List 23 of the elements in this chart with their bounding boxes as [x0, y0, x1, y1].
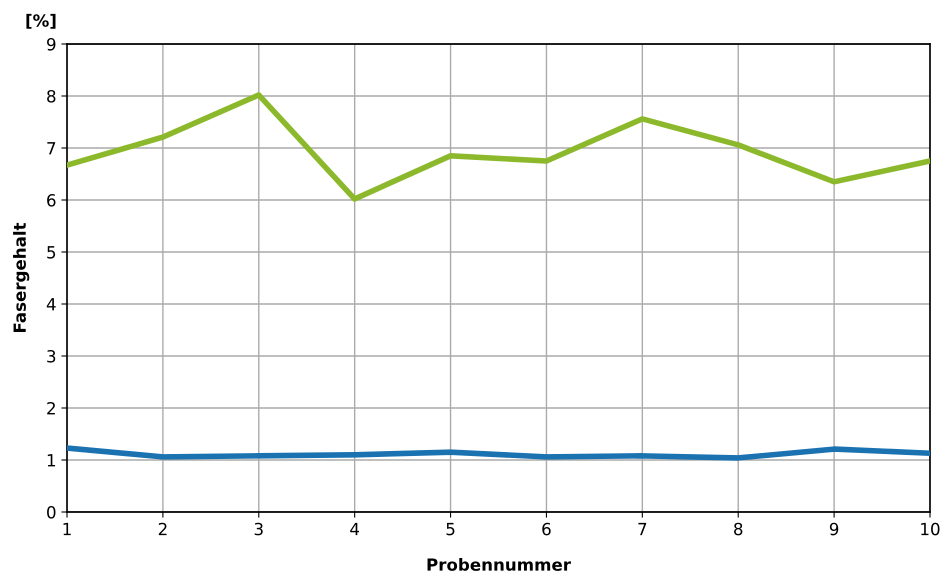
x-tick-label: 1: [64, 522, 71, 536]
x-tick-label: 3: [254, 522, 263, 536]
text: [%]: [26, 14, 56, 29]
y-tick-label: 0: [47, 506, 56, 519]
y-tick-label: 9: [47, 38, 56, 51]
y-tick-label: 4: [46, 298, 56, 310]
y-tick-label: 1: [48, 454, 56, 466]
x-tick-label: 9: [830, 522, 838, 536]
y-tick-label: 8: [47, 90, 56, 103]
x-axis-title: Probennummer: [428, 558, 571, 571]
x-tick-label: 7: [638, 522, 646, 536]
y-axis-title: Fasergehalt: [13, 222, 30, 332]
x-tick-label: 5: [446, 522, 454, 536]
y-tick-label: 7: [47, 142, 56, 154]
x-tick-label: 6: [542, 522, 551, 536]
x-tick-label: 2: [158, 522, 167, 536]
y-tick-label: 2: [47, 402, 55, 414]
y-tick-label: 6: [47, 194, 56, 207]
x-tick-label: 8: [734, 522, 742, 536]
x-tick-label: 10: [921, 522, 940, 536]
y-tick-label: 5: [47, 246, 56, 259]
x-tick-label: 4: [350, 522, 360, 536]
y-tick-label: 3: [47, 350, 56, 363]
